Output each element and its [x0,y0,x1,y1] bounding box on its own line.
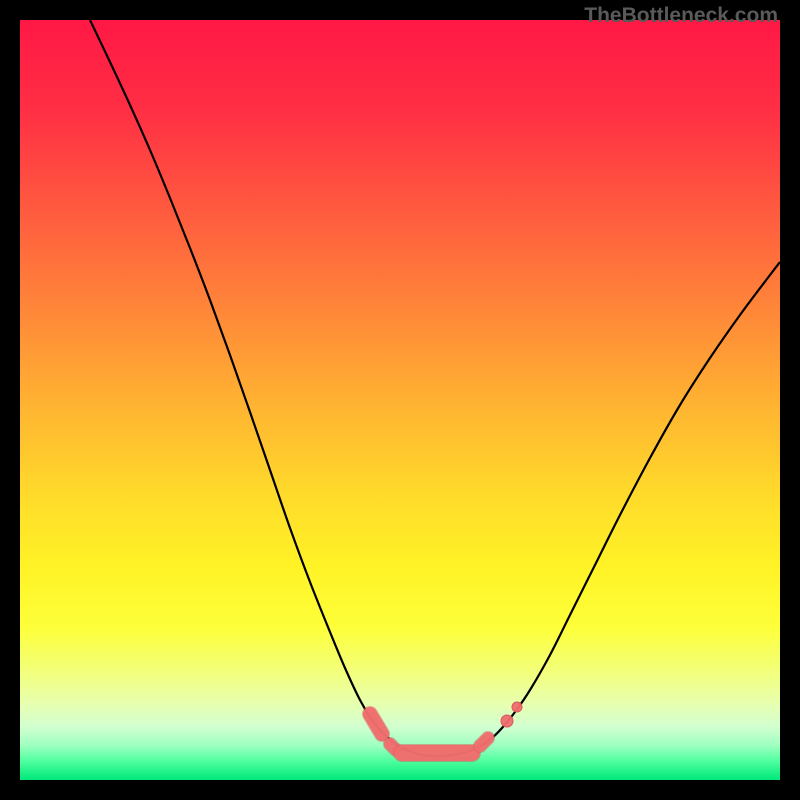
bottleneck-curve-chart [20,20,780,780]
watermark-text: TheBottleneck.com [584,4,778,28]
gradient-background [20,20,780,780]
marker-capsule [480,738,488,746]
marker-dot [512,702,522,712]
chart-frame: TheBottleneck.com [0,0,800,800]
marker-dot [501,715,513,727]
plot-area [20,20,780,780]
